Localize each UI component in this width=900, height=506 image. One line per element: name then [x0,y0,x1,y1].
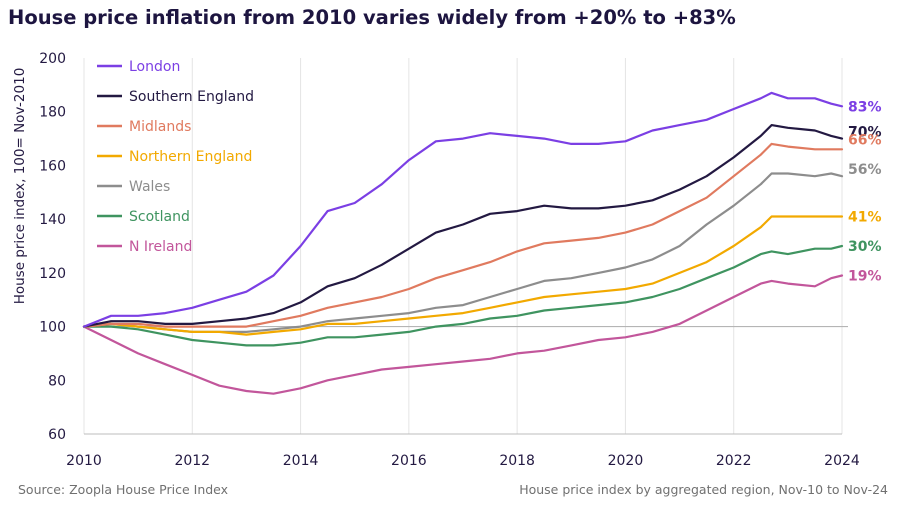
y-tick-label: 140 [39,212,66,228]
legend-label: London [129,59,180,75]
legend-item: London [97,59,180,75]
x-tick-label: 2024 [824,453,860,469]
series-lines [82,91,844,395]
x-tick-label: 2018 [499,453,535,469]
legend-label: Scotland [129,209,190,225]
legend-label: Wales [129,179,170,195]
y-tick-label: 100 [39,320,66,336]
end-value-label: 66% [848,132,882,148]
legend-item: Northern England [97,149,252,165]
y-axis-label: House price index, 100= Nov-2010 [12,68,28,305]
y-tick-label: 60 [48,427,66,443]
series-line-wales [82,172,844,333]
end-value-label: 70% [848,125,882,141]
x-tick-label: 2020 [608,453,644,469]
legend-label: Midlands [129,119,191,135]
x-tick-label: 2010 [66,453,102,469]
x-tick-label: 2022 [716,453,752,469]
chart-title: House price inflation from 2010 varies w… [8,6,736,29]
y-tick-label: 80 [48,373,66,389]
source-note: Source: Zoopla House Price Index [18,482,229,497]
end-value-label: 19% [848,269,882,285]
grid-lines [83,58,848,435]
legend-item: Southern England [97,89,254,105]
y-tick-label: 160 [39,158,66,174]
end-value-label: 41% [848,209,882,225]
y-tick-label: 200 [39,51,66,67]
series-line-scotland [82,244,844,347]
legend-item: Wales [97,179,170,195]
caption-note: House price index by aggregated region, … [519,482,888,497]
legend-item: N Ireland [97,239,192,255]
x-tick-label: 2016 [391,453,427,469]
legend-item: Midlands [97,119,191,135]
series-line-london [82,91,844,328]
legend: London Southern England Midlands Northern E… [97,59,254,255]
end-value-label: 30% [848,239,882,255]
series-line-northern-england [82,215,844,336]
series-line-southern-england [82,124,844,328]
y-tick-label: 120 [39,266,66,282]
series-line-midlands [82,142,844,328]
legend-label: Southern England [129,89,254,105]
y-tick-label: 180 [39,105,66,121]
legend-label: Northern England [129,149,252,165]
end-value-label: 56% [848,162,882,178]
series-line-n-ireland [82,274,844,395]
x-tick-label: 2012 [174,453,210,469]
legend-item: Scotland [97,209,190,225]
x-tick-label: 2014 [283,453,319,469]
legend-label: N Ireland [129,239,192,255]
axis-labels: 2010 2012 2014 2016 2018 2020 2022 2024 60 80 100 1… [39,51,860,469]
end-value-label: 83% [848,99,882,115]
end-labels: 83% 70%66% 41% 56% 30% 19% [848,99,882,284]
